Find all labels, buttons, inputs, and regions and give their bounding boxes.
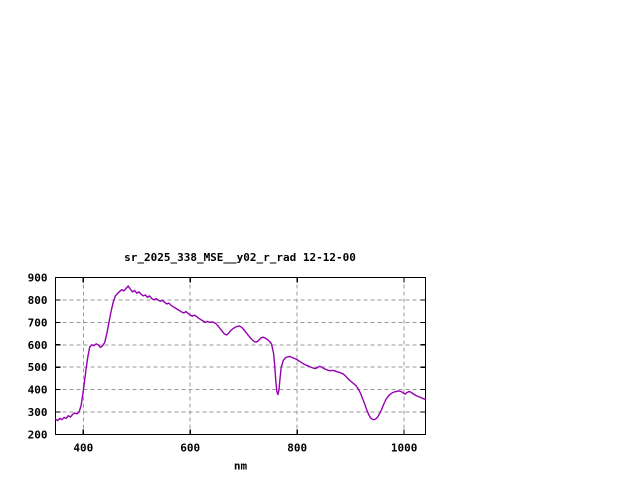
page-title: sr_2025_338_MSE__y02_r_rad 12-12-00 bbox=[124, 251, 356, 264]
y-tick-label: 600 bbox=[28, 339, 48, 352]
tickmarks-group bbox=[55, 276, 426, 436]
y-tick-label: 300 bbox=[28, 406, 48, 419]
spectrum-line bbox=[54, 285, 427, 422]
y-tick-label: 500 bbox=[28, 361, 48, 374]
y-tick-label: 900 bbox=[28, 272, 48, 285]
x-tick-label: 1000 bbox=[391, 442, 418, 455]
x-tick-labels: 400 600 800 1000 bbox=[73, 442, 417, 455]
x-tick-label: 800 bbox=[287, 442, 307, 455]
x-tick-label: 400 bbox=[73, 442, 93, 455]
y-tick-label: 400 bbox=[28, 384, 48, 397]
x-tick-label: 600 bbox=[180, 442, 200, 455]
plot-frame bbox=[54, 276, 427, 436]
y-tick-label: 700 bbox=[28, 316, 48, 329]
y-tick-labels: 200 300 400 500 600 700 800 900 bbox=[28, 272, 48, 442]
x-axis-title: nm bbox=[234, 460, 248, 473]
y-tick-label: 800 bbox=[28, 294, 48, 307]
gridlines-group bbox=[55, 277, 426, 435]
y-tick-label: 200 bbox=[28, 429, 48, 442]
